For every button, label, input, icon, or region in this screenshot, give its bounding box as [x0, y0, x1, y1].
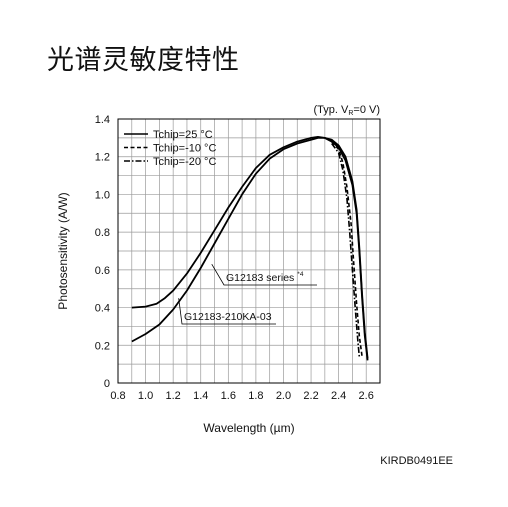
x-tick-label: 2.4: [331, 390, 346, 402]
y-tick-label: 0: [104, 378, 110, 390]
x-tick-label: 1.8: [248, 390, 263, 402]
plot-frame: [117, 118, 381, 384]
condition-prefix: (Typ. V: [313, 104, 349, 116]
legend-label-1: Tchip=25 °C: [153, 129, 213, 141]
condition-suffix: =0 V): [353, 104, 380, 116]
x-tick-label: 1.4: [193, 390, 208, 402]
x-tick-label: 0.8: [110, 390, 125, 402]
y-tick-label: 0.2: [95, 340, 110, 352]
series-line-1: [131, 136, 369, 361]
annotation-leader-1: [211, 263, 317, 286]
page-title: 光谱灵敏度特性: [47, 45, 240, 76]
annotation-label-1: G12183 series *4: [226, 271, 304, 284]
y-tick-label: 1.4: [95, 114, 110, 126]
legend-label-2: Tchip=-10 °C: [153, 143, 216, 155]
figure-id: KIRDB0491EE: [380, 455, 453, 467]
legend-label-3: Tchip=-20 °C: [153, 156, 216, 168]
annotation-superscript: *4: [297, 271, 304, 278]
x-tick-label: 1.2: [166, 390, 181, 402]
y-tick-label: 0.8: [95, 227, 110, 239]
y-tick-label: 0.4: [95, 303, 110, 315]
annotation-leader-2: [178, 298, 276, 325]
series-layer: [131, 136, 369, 361]
annotation-label-2: G12183-210KA-03: [184, 311, 272, 323]
x-tick-label: 2.2: [303, 390, 318, 402]
series-line-2: [131, 137, 369, 359]
annotations: G12183 series *4 G12183-210KA-03: [178, 263, 317, 325]
x-tick-label: 2.6: [359, 390, 374, 402]
condition-subscript: R: [348, 110, 353, 117]
y-axis-label: Photosensitivity (A/W): [56, 192, 70, 309]
grid: [118, 119, 380, 383]
series-line-4: [331, 143, 361, 357]
x-tick-label: 1.0: [138, 390, 153, 402]
x-tick-label: 2.0: [276, 390, 291, 402]
y-tick-label: 0.6: [95, 265, 110, 277]
x-tick-label: 1.6: [221, 390, 236, 402]
tick-labels: 0.8 1.0 1.2 1.4 1.6 1.8 2.0 2.2 2.4 2.6 0 0.2 0.4 0.6…: [95, 114, 374, 402]
y-tick-label: 1.2: [95, 152, 110, 164]
y-tick-label: 1.0: [95, 189, 110, 201]
series-line-3: [331, 141, 363, 357]
measurement-condition: (Typ. VR=0 V): [313, 104, 380, 117]
x-axis-label: Wavelength (µm): [203, 421, 294, 435]
